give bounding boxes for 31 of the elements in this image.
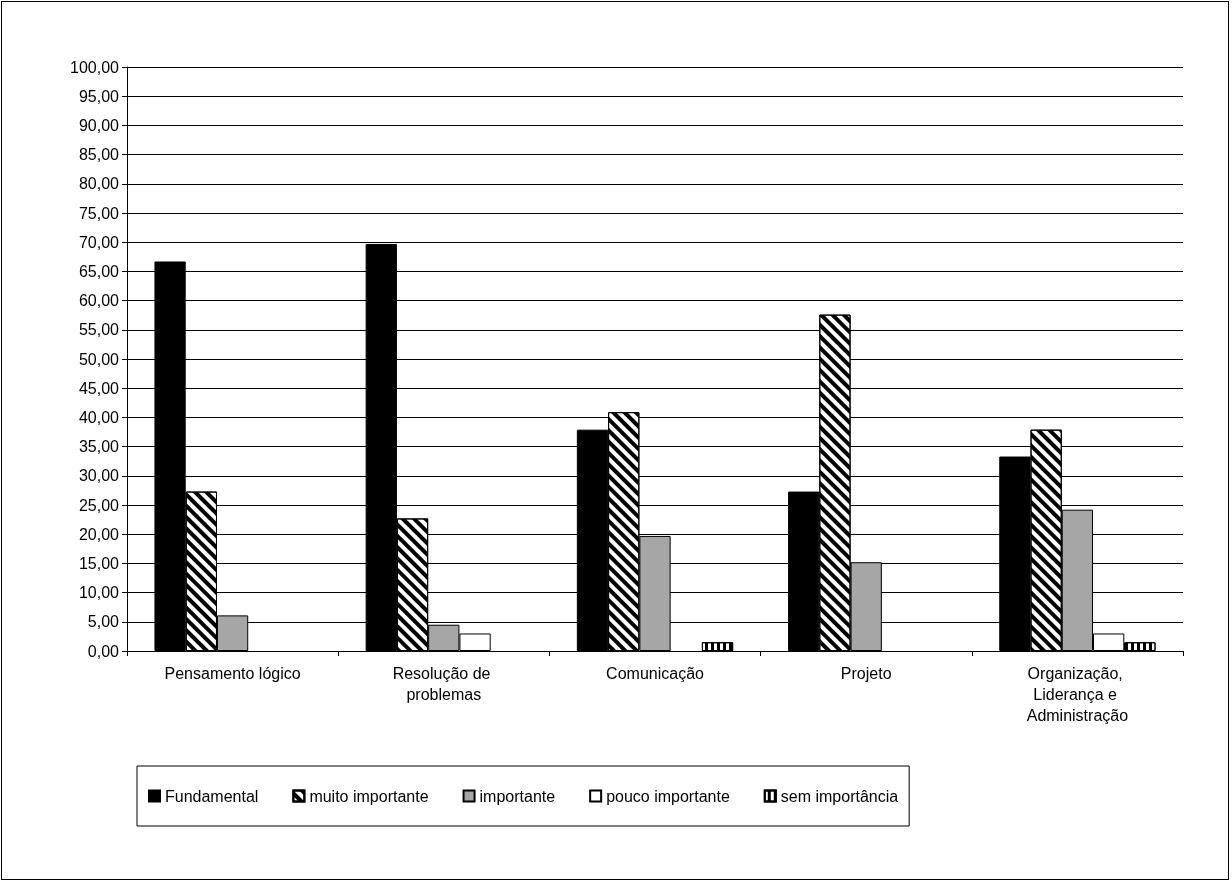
y-tick-label: 65,00 <box>78 262 120 280</box>
y-tick-label: 5,00 <box>87 613 120 631</box>
legend-label: muito importante <box>309 787 429 805</box>
x-tick-label: Resolução de problemas <box>392 665 495 703</box>
y-tick-label: 70,00 <box>78 233 120 251</box>
y-tick-label: 100,00 <box>70 58 120 76</box>
y-tick-label: 55,00 <box>78 321 120 339</box>
y-tick-label: 10,00 <box>78 584 120 602</box>
y-tick-label: 50,00 <box>78 350 120 368</box>
x-tick-label: Organização, Liderança e Administração <box>1026 665 1129 724</box>
legend-label: importante <box>479 787 556 805</box>
y-tick-label: 45,00 <box>78 379 120 397</box>
x-tick-label: Projeto <box>840 665 892 682</box>
x-tick-label: Comunicação <box>606 665 705 682</box>
y-tick-label: 80,00 <box>78 175 120 193</box>
y-tick-label: 20,00 <box>78 525 120 543</box>
y-tick-label: 90,00 <box>78 116 120 134</box>
legend-label: Fundamental <box>165 787 259 805</box>
y-tick-label: 30,00 <box>78 467 120 485</box>
y-tick-label: 95,00 <box>78 87 120 105</box>
y-tick-label: 25,00 <box>78 496 120 514</box>
y-tick-label: 60,00 <box>78 292 120 310</box>
y-tick-label: 35,00 <box>78 438 120 456</box>
x-tick-label: Pensamento lógico <box>164 665 301 682</box>
y-tick-label: 0,00 <box>87 642 120 660</box>
legend-label: sem importância <box>780 787 899 805</box>
legend-label: pouco importante <box>606 787 730 805</box>
y-tick-label: 40,00 <box>78 408 120 426</box>
y-tick-label: 85,00 <box>78 146 120 164</box>
y-tick-label: 15,00 <box>78 554 120 572</box>
y-tick-label: 75,00 <box>78 204 120 222</box>
